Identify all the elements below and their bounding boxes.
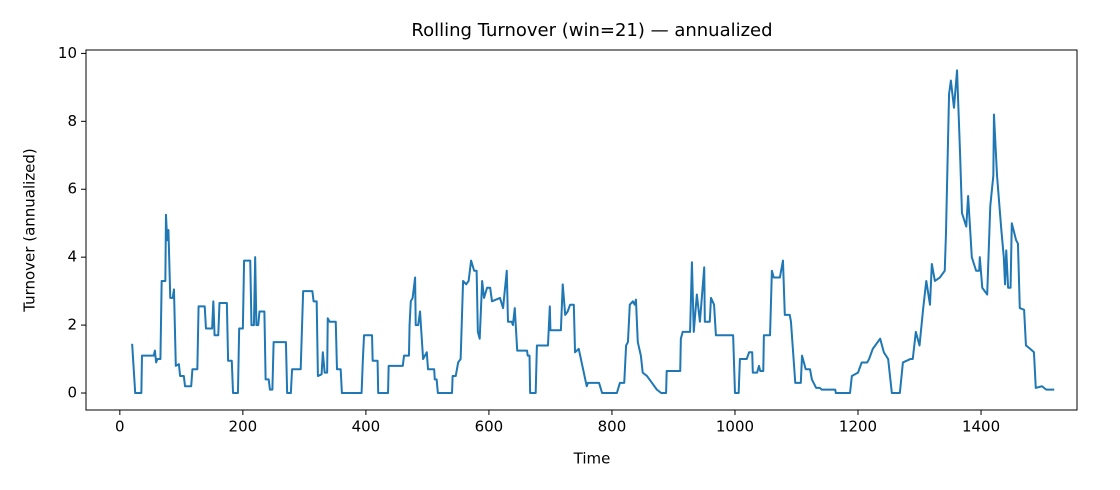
y-tick-label: 2 xyxy=(67,316,77,334)
x-axis-label: Time xyxy=(573,450,611,468)
x-tick-label: 1200 xyxy=(839,418,877,436)
y-tick-label: 8 xyxy=(67,112,77,130)
x-tick-label: 400 xyxy=(352,418,381,436)
x-tick-label: 200 xyxy=(229,418,258,436)
x-tick-label: 0 xyxy=(115,418,125,436)
chart-title: Rolling Turnover (win=21) — annualized xyxy=(411,20,772,41)
y-tick-label: 10 xyxy=(58,44,77,62)
plot-frame xyxy=(85,49,1078,411)
y-tick-label: 4 xyxy=(67,248,77,266)
x-tick-label: 800 xyxy=(598,418,627,436)
line-series xyxy=(131,69,1055,395)
x-tick-label: 1400 xyxy=(962,418,1000,436)
y-axis-label: Turnover (annualized) xyxy=(21,148,39,313)
x-tick-label: 600 xyxy=(475,418,504,436)
y-tick-label: 0 xyxy=(67,384,77,402)
x-tick-label: 1000 xyxy=(716,418,754,436)
y-tick-label: 6 xyxy=(67,180,77,198)
